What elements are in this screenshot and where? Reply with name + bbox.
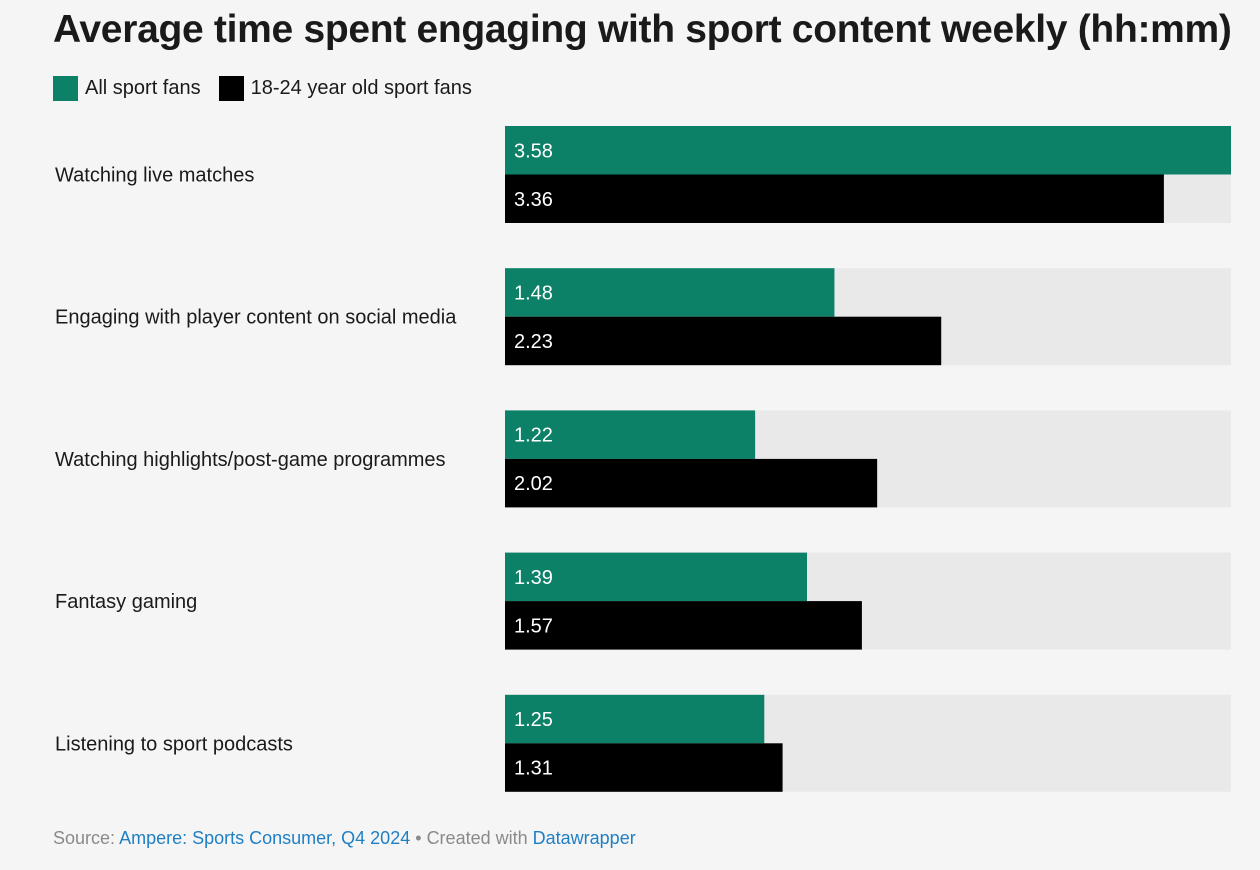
footer-separator: • xyxy=(415,828,422,848)
legend-label-young-fans: 18-24 year old sport fans xyxy=(250,77,472,99)
bar-young-fans-engaging-with-player-content-on-social-media xyxy=(505,316,942,366)
value-label-all-fans-watching-highlights-post-game-programmes: 1.22 xyxy=(514,425,553,447)
value-label-all-fans-watching-live-matches: 3.58 xyxy=(514,140,553,162)
bar-all-fans-watching-live-matches xyxy=(505,126,1231,175)
value-label-all-fans-engaging-with-player-content-on-social-media: 1.48 xyxy=(514,282,553,304)
value-label-all-fans-listening-to-sport-podcasts: 1.25 xyxy=(514,709,553,731)
legend-swatch-young-fans xyxy=(218,76,244,101)
footer: Source: Ampere: Sports Consumer, Q4 2024… xyxy=(53,828,636,849)
value-label-young-fans-watching-live-matches: 3.36 xyxy=(514,189,553,211)
bar-young-fans-fantasy-gaming xyxy=(505,601,862,650)
bar-all-fans-fantasy-gaming xyxy=(505,552,807,602)
legend-label-all-fans: All sport fans xyxy=(85,77,201,99)
bar-all-fans-watching-highlights-post-game-programmes xyxy=(505,410,756,459)
value-label-all-fans-fantasy-gaming: 1.39 xyxy=(514,567,553,589)
value-label-young-fans-watching-highlights-post-game-programmes: 2.02 xyxy=(514,473,553,495)
category-label-watching-highlights-post-game-programmes: Watching highlights/post-game programmes xyxy=(55,449,446,471)
datawrapper-link[interactable]: Datawrapper xyxy=(532,828,636,848)
legend-item-all-fans: All sport fans xyxy=(53,76,201,101)
value-label-young-fans-engaging-with-player-content-on-social-media: 2.23 xyxy=(514,331,553,353)
legend-swatch-all-fans xyxy=(53,76,78,101)
value-label-young-fans-listening-to-sport-podcasts: 1.31 xyxy=(514,758,553,780)
category-label-listening-to-sport-podcasts: Listening to sport podcasts xyxy=(55,733,293,755)
bar-young-fans-watching-highlights-post-game-programmes xyxy=(505,458,878,508)
value-label-young-fans-fantasy-gaming: 1.57 xyxy=(514,615,553,637)
source-prefix: Source: xyxy=(53,828,116,848)
bar-all-fans-engaging-with-player-content-on-social-media xyxy=(505,268,835,317)
source-link[interactable]: Ampere: Sports Consumer, Q4 2024 xyxy=(119,828,411,848)
chart-title: Average time spent engaging with sport c… xyxy=(53,8,1232,51)
legend: All sport fans 18-24 year old sport fans xyxy=(53,76,490,101)
category-label-watching-live-matches: Watching live matches xyxy=(55,165,254,187)
category-label-fantasy-gaming: Fantasy gaming xyxy=(55,591,197,613)
bar-young-fans-watching-live-matches xyxy=(505,174,1164,223)
created-with-text: Created with xyxy=(426,828,528,848)
category-label-engaging-with-player-content-on-social-media: Engaging with player content on social m… xyxy=(55,307,457,329)
bar-young-fans-listening-to-sport-podcasts xyxy=(505,743,783,792)
bar-all-fans-listening-to-sport-podcasts xyxy=(505,694,765,744)
legend-item-young-fans: 18-24 year old sport fans xyxy=(218,76,472,101)
